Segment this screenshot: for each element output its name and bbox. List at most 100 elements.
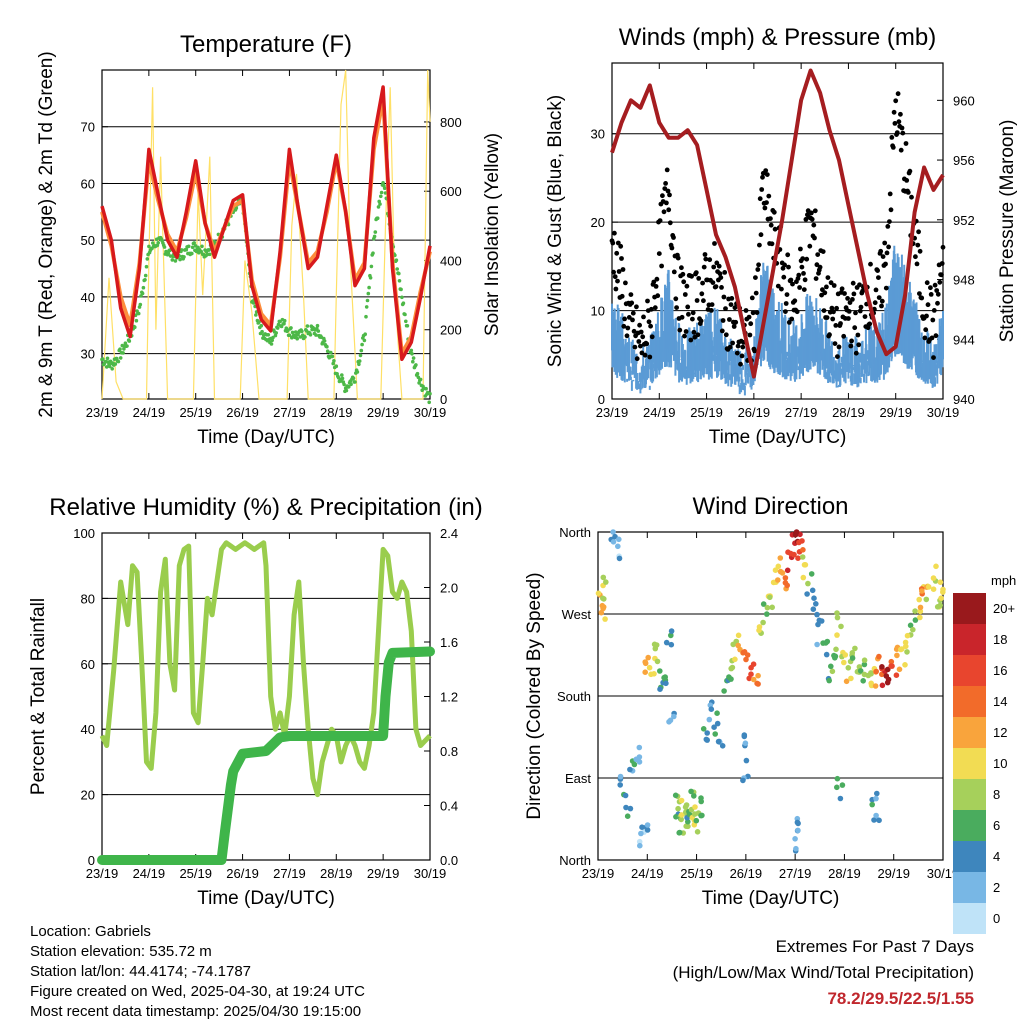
gust-point [727, 317, 732, 322]
x-axis-label: Time (Day/UTC) [702, 888, 840, 909]
legend-label: 18 [993, 632, 1007, 647]
gust-point [701, 264, 707, 270]
dewpoint-point [332, 359, 336, 363]
gust-point [789, 316, 795, 322]
y2-tick-label: 956 [953, 153, 975, 168]
gust-point [873, 287, 879, 293]
y-tick-label: North [559, 525, 591, 540]
dewpoint-point [295, 336, 300, 341]
gust-point [749, 295, 755, 301]
gust-point [802, 277, 808, 283]
direction-point [671, 713, 677, 720]
y2-tick-label: 400 [440, 253, 462, 268]
gust-point [649, 306, 654, 312]
direction-point [828, 663, 834, 670]
y-axis-label: Direction (Colored By Speed) [524, 572, 545, 819]
legend-label: 20+ [993, 601, 1015, 616]
direction-point [631, 761, 638, 768]
dewpoint-point [290, 330, 295, 335]
gust-point [652, 305, 658, 311]
legend-label: 6 [993, 818, 1000, 833]
dewpoint-point [367, 285, 371, 290]
direction-point [876, 653, 882, 660]
gust-point [682, 333, 687, 339]
gust-point [657, 218, 663, 224]
gust-point [623, 280, 628, 286]
x-tick-label: 27/19 [785, 405, 818, 420]
dewpoint-point [316, 329, 321, 333]
gust-point [914, 261, 920, 267]
dewpoint-point [173, 259, 178, 263]
dewpoint-point [273, 333, 278, 338]
direction-point [742, 740, 749, 746]
direction-point [600, 604, 607, 610]
temperature-panel: 23/19 24/19 25/19 26/19 27/19 28/19 29/19 30/19… [36, 31, 503, 448]
direction-point [809, 587, 816, 594]
direction-point [692, 804, 698, 810]
direction-point [676, 830, 682, 836]
gust-point [923, 327, 929, 333]
dewpoint-point [364, 314, 368, 319]
direction-point [933, 563, 939, 570]
direction-point [823, 651, 830, 658]
legend-label: 14 [993, 694, 1007, 709]
direction-point [917, 608, 924, 615]
gust-point [836, 344, 842, 350]
gust-point [784, 292, 790, 297]
legend-label: 8 [993, 787, 1000, 802]
direction-point [617, 782, 623, 788]
gust-point [904, 178, 910, 183]
gust-point [834, 305, 839, 311]
direction-point [637, 842, 643, 849]
dewpoint-point [381, 181, 385, 185]
legend-swatch [953, 593, 986, 624]
dewpoint-point [399, 287, 403, 292]
direction-point [849, 650, 856, 656]
direction-point [601, 596, 607, 602]
gust-point [712, 241, 717, 246]
direction-point [728, 676, 734, 682]
x-tick-label: 27/19 [273, 866, 306, 881]
x-tick-label: 30/19 [414, 866, 447, 881]
legend-label: 10 [993, 756, 1007, 771]
direction-point [636, 744, 643, 751]
gust-point [732, 305, 738, 311]
direction-point [860, 678, 866, 684]
precip-line [97, 646, 435, 865]
gust-point [786, 320, 792, 325]
dewpoint-point [414, 363, 418, 367]
dewpoint-point [308, 333, 313, 337]
direction-point [852, 645, 858, 652]
gust-point [939, 272, 944, 278]
gust-point [702, 252, 708, 257]
dewpoint-point [355, 370, 360, 374]
direction-point [691, 793, 697, 799]
direction-point [769, 604, 775, 611]
direction-point [646, 664, 653, 671]
dewpoint-point [200, 244, 204, 249]
gust-point [612, 230, 617, 236]
dewpoint-point [259, 323, 264, 328]
direction-point [657, 686, 663, 692]
gust-point [797, 285, 802, 290]
gust-point [832, 341, 838, 346]
direction-point [627, 766, 633, 773]
dewpoint-point [397, 279, 402, 283]
direction-point [777, 555, 784, 561]
dewpoint-point [351, 376, 356, 381]
gust-point [636, 339, 642, 344]
direction-point [644, 822, 651, 828]
direction-point [712, 731, 718, 737]
gust-point [851, 291, 857, 297]
legend-label: 16 [993, 663, 1007, 678]
dewpoint-point [424, 386, 428, 391]
gust-point [695, 332, 701, 338]
gust-point [618, 243, 624, 249]
direction-point [760, 601, 767, 607]
gust-point [894, 130, 900, 136]
dewpoint-point [190, 251, 194, 256]
gust-point [913, 254, 918, 260]
dewpoint-point [347, 385, 351, 389]
direction-point [784, 567, 791, 574]
dewpoint-point [377, 199, 382, 204]
